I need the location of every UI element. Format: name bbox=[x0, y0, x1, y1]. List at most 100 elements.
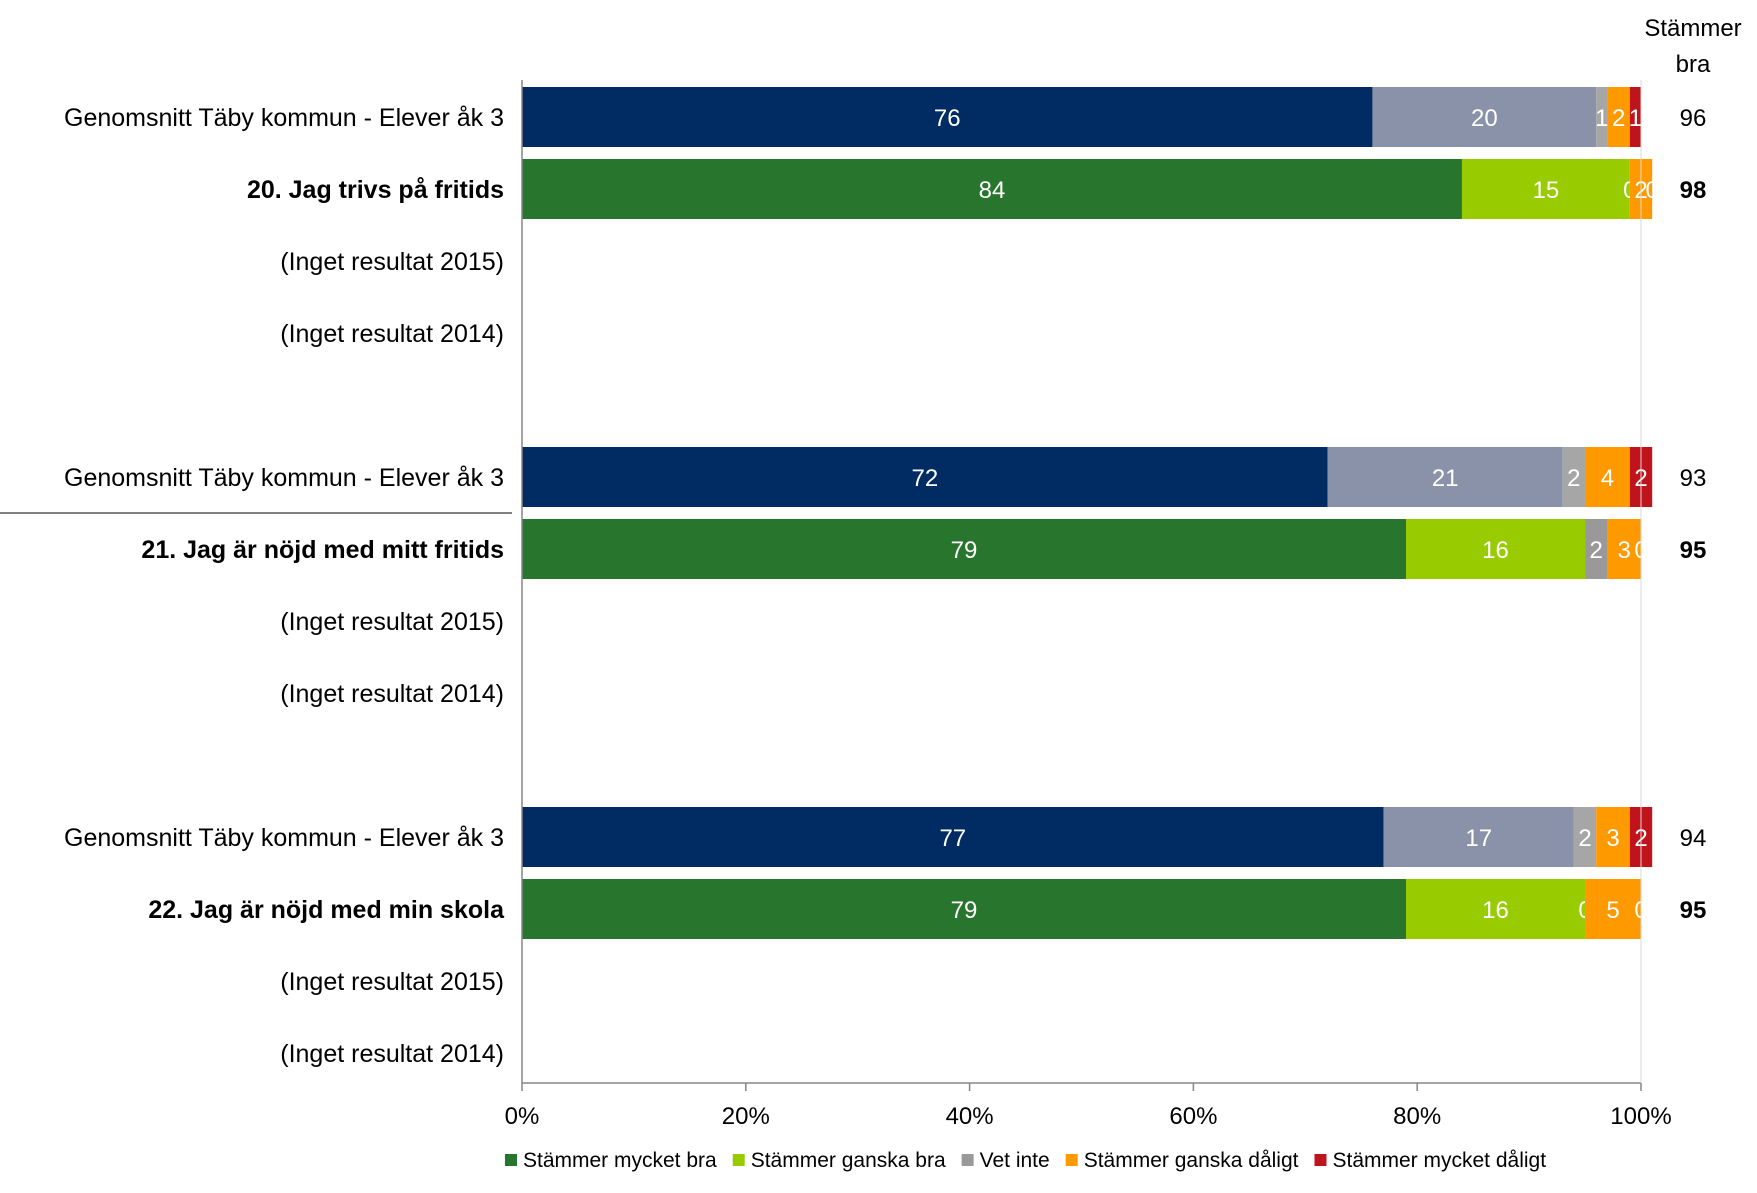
sum-header: Stämmer bra bbox=[1644, 15, 1741, 78]
row-label: Genomsnitt Täby kommun - Elever åk 3 bbox=[64, 824, 504, 852]
row-label: (Inget resultat 2014) bbox=[280, 320, 504, 348]
segment-label: 5 bbox=[1606, 897, 1619, 924]
bar-row: (Inget resultat 2015) bbox=[280, 248, 504, 276]
segment-label: 15 bbox=[1533, 177, 1560, 204]
segment-label: 2 bbox=[1612, 105, 1625, 132]
segment-label: 79 bbox=[951, 897, 978, 924]
bar-segment bbox=[522, 447, 1328, 507]
segment-label: 2 bbox=[1567, 465, 1580, 492]
segment-label: 84 bbox=[979, 177, 1006, 204]
x-tick-label: 20% bbox=[722, 1103, 770, 1130]
x-tick-label: 100% bbox=[1610, 1103, 1671, 1130]
legend-item: Stämmer ganska bra bbox=[732, 1149, 946, 1172]
bar-row: Genomsnitt Täby kommun - Elever åk 3 72 21… bbox=[64, 447, 1706, 507]
sum-value: 94 bbox=[1680, 825, 1707, 852]
bar-row: (Inget resultat 2015) bbox=[280, 968, 504, 996]
row-label: 20. Jag trivs på fritids bbox=[247, 176, 504, 204]
bar-segment bbox=[1562, 447, 1586, 507]
legend-label: Vet inte bbox=[980, 1149, 1050, 1172]
segment-label: 4 bbox=[1601, 465, 1614, 492]
legend-label: Stämmer ganska bra bbox=[751, 1149, 946, 1172]
legend-swatch bbox=[732, 1154, 745, 1166]
bar-segment bbox=[1383, 807, 1574, 867]
bar-row: (Inget resultat 2014) bbox=[280, 320, 504, 348]
bar-segment bbox=[1372, 87, 1597, 147]
row-label: Genomsnitt Täby kommun - Elever åk 3 bbox=[64, 104, 504, 132]
bar-segment bbox=[1585, 519, 1608, 579]
bar-segment bbox=[1596, 87, 1608, 147]
x-tick-label: 60% bbox=[1169, 1103, 1217, 1130]
segment-label: 79 bbox=[951, 537, 978, 564]
sum-value: 93 bbox=[1680, 465, 1707, 492]
row-label: (Inget resultat 2014) bbox=[280, 680, 504, 708]
bar-row: (Inget resultat 2014) bbox=[280, 1040, 504, 1068]
bar-segment bbox=[1596, 807, 1630, 867]
segment-label: 76 bbox=[934, 105, 961, 132]
row-label: 22. Jag är nöjd med min skola bbox=[148, 896, 505, 924]
x-tick-label: 80% bbox=[1393, 1103, 1441, 1130]
bar-row: 22. Jag är nöjd med min skola791605095 bbox=[148, 879, 1706, 939]
bar-row: 21. Jag är nöjd med mitt fritids 79 16 2 3 0 9… bbox=[141, 519, 1706, 579]
sum-header-line-2: bra bbox=[1676, 51, 1711, 78]
bar-row: Genomsnitt Täby kommun - Elever åk 3 77 17… bbox=[64, 807, 1706, 867]
bar-segment bbox=[1607, 87, 1630, 147]
legend-label: Stämmer mycket bra bbox=[523, 1149, 717, 1172]
legend-swatch bbox=[1314, 1154, 1327, 1166]
segment-label: 72 bbox=[911, 465, 938, 492]
segment-label: 16 bbox=[1482, 897, 1509, 924]
bar-row: (Inget resultat 2014) bbox=[280, 680, 504, 708]
row-label: (Inget resultat 2014) bbox=[280, 1040, 504, 1068]
bar-segment bbox=[522, 879, 1407, 939]
segment-label: 16 bbox=[1482, 537, 1509, 564]
x-tick-label: 40% bbox=[946, 1103, 994, 1130]
row-label: 21. Jag är nöjd med mitt fritids bbox=[141, 536, 504, 564]
legend-item: Stämmer mycket bra bbox=[505, 1149, 717, 1172]
segment-label: 20 bbox=[1471, 105, 1498, 132]
bar-segment bbox=[1585, 447, 1630, 507]
bar-segment bbox=[1406, 879, 1586, 939]
bar-row: (Inget resultat 2015) bbox=[280, 608, 504, 636]
legend: Stämmer mycket bra Stämmer ganska bra Vet … bbox=[505, 1149, 1546, 1172]
bar-segment bbox=[1607, 519, 1641, 579]
segment-label: 3 bbox=[1618, 537, 1631, 564]
sum-value: 95 bbox=[1680, 897, 1707, 924]
bar-row: Genomsnitt Täby kommun - Elever åk 3 76 20… bbox=[64, 87, 1706, 147]
x-tick-label: 0% bbox=[505, 1103, 540, 1130]
sum-value: 95 bbox=[1680, 537, 1707, 564]
row-label: (Inget resultat 2015) bbox=[280, 968, 504, 996]
bar-rows: Genomsnitt Täby kommun - Elever åk 3 76 20… bbox=[64, 87, 1706, 1068]
row-label: Genomsnitt Täby kommun - Elever åk 3 bbox=[64, 464, 504, 492]
bar-segment bbox=[1585, 879, 1641, 939]
legend-swatch bbox=[505, 1154, 517, 1166]
row-label: (Inget resultat 2015) bbox=[280, 608, 504, 636]
sum-header-line-1: Stämmer bbox=[1644, 15, 1741, 42]
bar-segment bbox=[1461, 159, 1630, 219]
bar-segment bbox=[522, 87, 1373, 147]
sum-value: 96 bbox=[1680, 105, 1707, 132]
x-axis: 0% 20% 40% 60% 80% 100% bbox=[0, 80, 1672, 1130]
segment-label: 21 bbox=[1432, 465, 1459, 492]
legend-label: Stämmer ganska dåligt bbox=[1084, 1149, 1299, 1172]
bar-segment bbox=[522, 159, 1462, 219]
row-label: (Inget resultat 2015) bbox=[280, 248, 504, 276]
bar-segment bbox=[1406, 519, 1586, 579]
legend-swatch bbox=[961, 1154, 974, 1166]
bar-segment bbox=[522, 519, 1407, 579]
legend-item: Vet inte bbox=[961, 1149, 1050, 1172]
bar-segment bbox=[522, 807, 1384, 867]
legend-label: Stämmer mycket dåligt bbox=[1332, 1149, 1546, 1172]
bar-segment bbox=[1629, 87, 1641, 147]
legend-item: Stämmer ganska dåligt bbox=[1065, 1149, 1299, 1172]
sum-value: 98 bbox=[1680, 177, 1707, 204]
segment-label: 1 bbox=[1595, 105, 1608, 132]
segment-label: 2 bbox=[1590, 537, 1603, 564]
legend-swatch bbox=[1065, 1154, 1078, 1166]
bar-row: 20. Jag trivs på fritids841502098 bbox=[247, 159, 1706, 219]
bar-segment bbox=[1573, 807, 1597, 867]
segment-label: 2 bbox=[1578, 825, 1591, 852]
segment-label: 77 bbox=[939, 825, 966, 852]
bar-segment bbox=[1327, 447, 1563, 507]
segment-label: 0 bbox=[1646, 177, 1659, 204]
segment-label: 3 bbox=[1606, 825, 1619, 852]
